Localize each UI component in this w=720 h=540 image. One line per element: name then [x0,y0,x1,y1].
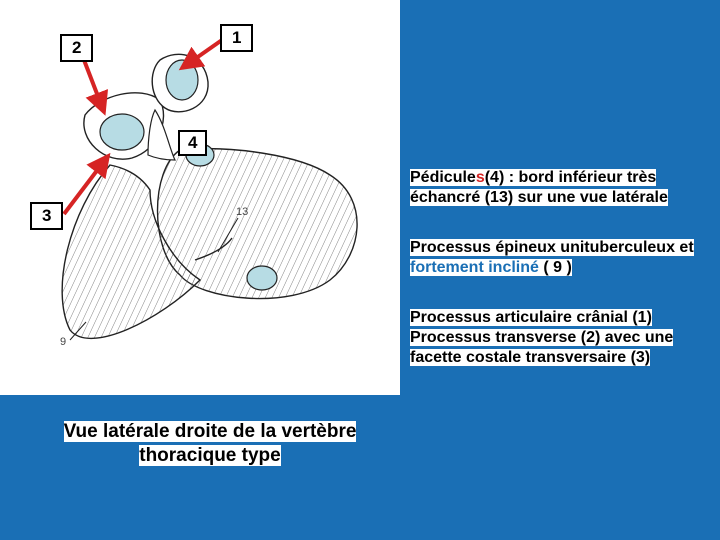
text-block-3: Processus articulaire crânial (1) Proces… [410,308,710,368]
arrow-1 [182,40,222,68]
label-2: 2 [60,34,93,62]
tiny-9: 9 [60,336,66,348]
tb2-r0: Processus épineux unituberculeux et [410,239,694,256]
arrow-2 [84,60,104,112]
tiny-13: 13 [236,206,248,218]
label-4: 4 [178,130,207,156]
tb3-r0: Processus articulaire crânial (1) Proces… [410,309,673,366]
label-1: 1 [220,24,253,52]
text-block-1: Pédicules(4) : bord inférieur très échan… [410,168,710,208]
tb2-r1: fortement incliné [410,259,539,276]
tb1-r1: s [476,169,485,186]
costal-facet-body-inf [247,266,277,290]
tb1-r0: Pédicule [410,169,476,186]
vertebra-diagram: 1 2 3 4 13 9 [0,0,400,395]
text-block-2: Processus épineux unituberculeux et fort… [410,238,710,278]
slide-root: 1 2 3 4 13 9 Vue latérale droite de la v… [0,0,720,540]
costal-facet-transverse [100,114,144,150]
caption-text: Vue latérale droite de la vertèbre thora… [64,421,357,466]
blue-panel-bottom [0,395,400,540]
label-3: 3 [30,202,63,230]
tb2-r2: ( 9 ) [539,259,572,276]
diagram-caption: Vue latérale droite de la vertèbre thora… [30,420,390,468]
